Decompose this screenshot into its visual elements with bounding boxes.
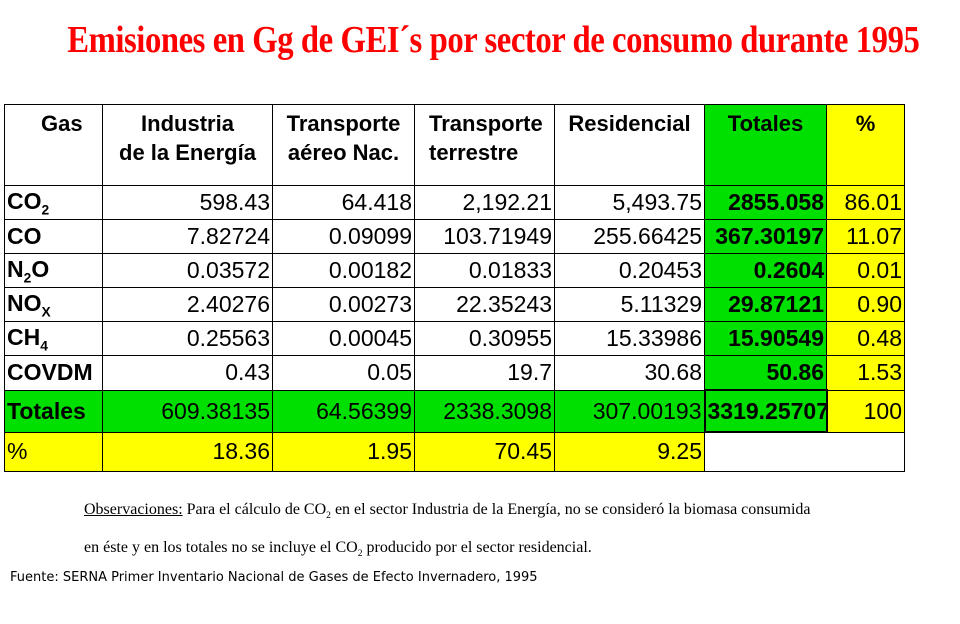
cell-industria: 2.40276 bbox=[102, 287, 273, 322]
header-row: Gas Industria de la Energía Transporte aér… bbox=[4, 104, 905, 186]
cell-terrestre: 2,192.21 bbox=[414, 185, 555, 220]
totals-row: Totales 609.38135 64.56399 2338.3098 307… bbox=[4, 389, 905, 433]
percent-row: % 18.36 1.95 70.45 9.25 bbox=[4, 431, 905, 472]
cell-total: 50.86 bbox=[704, 355, 827, 391]
total-pct: 100 bbox=[826, 389, 905, 433]
table-row: CO 7.82724 0.09099 103.71949 255.66425 3… bbox=[4, 219, 905, 254]
total-residencial: 307.00193 bbox=[554, 389, 705, 433]
note-line-1: Observaciones: Para el cálculo de CO2 en… bbox=[84, 501, 811, 522]
grand-total: 3319.25707 bbox=[703, 389, 828, 433]
cell-industria: 0.43 bbox=[102, 355, 273, 391]
cell-aereo: 0.09099 bbox=[272, 219, 415, 254]
cell-total: 2855.058 bbox=[704, 185, 827, 220]
pct-industria: 18.36 bbox=[102, 431, 273, 472]
header-terrestre: Transporte terrestre bbox=[414, 104, 555, 186]
cell-aereo: 0.05 bbox=[272, 355, 415, 391]
cell-total: 29.87121 bbox=[704, 287, 827, 322]
pct-aereo: 1.95 bbox=[272, 431, 415, 472]
cell-residencial: 5,493.75 bbox=[554, 185, 705, 220]
gas-label: CO bbox=[4, 219, 103, 254]
cell-terrestre: 0.30955 bbox=[414, 321, 555, 356]
header-residencial: Residencial bbox=[554, 104, 705, 186]
table-row: N2O 0.03572 0.00182 0.01833 0.20453 0.26… bbox=[4, 253, 905, 288]
cell-total: 367.30197 bbox=[704, 219, 827, 254]
header-totales: Totales bbox=[704, 104, 827, 186]
cell-industria: 0.03572 bbox=[102, 253, 273, 288]
cell-pct: 0.01 bbox=[826, 253, 905, 288]
cell-pct: 0.48 bbox=[826, 321, 905, 356]
cell-terrestre: 19.7 bbox=[414, 355, 555, 391]
cell-residencial: 15.33986 bbox=[554, 321, 705, 356]
empty-cell bbox=[704, 431, 905, 472]
cell-residencial: 5.11329 bbox=[554, 287, 705, 322]
cell-residencial: 255.66425 bbox=[554, 219, 705, 254]
cell-terrestre: 22.35243 bbox=[414, 287, 555, 322]
table-row: CH4 0.25563 0.00045 0.30955 15.33986 15.… bbox=[4, 321, 905, 356]
cell-industria: 598.43 bbox=[102, 185, 273, 220]
cell-residencial: 0.20453 bbox=[554, 253, 705, 288]
gas-label: COVDM bbox=[4, 355, 103, 391]
cell-terrestre: 103.71949 bbox=[414, 219, 555, 254]
cell-aereo: 0.00045 bbox=[272, 321, 415, 356]
header-industria: Industria de la Energía bbox=[102, 104, 273, 186]
cell-total: 0.2604 bbox=[704, 253, 827, 288]
pct-residencial: 9.25 bbox=[554, 431, 705, 472]
emissions-table: Gas Industria de la Energía Transporte aér… bbox=[4, 104, 905, 472]
source-note: Fuente: SERNA Primer Inventario Nacional… bbox=[10, 570, 538, 585]
gas-label: N2O bbox=[4, 253, 103, 288]
total-industria: 609.38135 bbox=[102, 389, 273, 433]
cell-aereo: 0.00182 bbox=[272, 253, 415, 288]
table-row: COVDM 0.43 0.05 19.7 30.68 50.86 1.53 bbox=[4, 355, 905, 391]
cell-aereo: 0.00273 bbox=[272, 287, 415, 322]
observations-label: Observaciones: bbox=[84, 501, 183, 518]
cell-pct: 0.90 bbox=[826, 287, 905, 322]
page-title: Emisiones en Gg de GEI´s por sector de c… bbox=[67, 19, 920, 61]
table-row: CO2 598.43 64.418 2,192.21 5,493.75 2855… bbox=[4, 185, 905, 220]
header-aereo: Transporte aéreo Nac. bbox=[272, 104, 415, 186]
header-pct: % bbox=[826, 104, 905, 186]
total-terrestre: 2338.3098 bbox=[414, 389, 555, 433]
totals-label: Totales bbox=[4, 389, 103, 433]
header-gas: Gas bbox=[4, 104, 103, 186]
gas-label: CO2 bbox=[4, 185, 103, 220]
cell-pct: 86.01 bbox=[826, 185, 905, 220]
table-row: NOX 2.40276 0.00273 22.35243 5.11329 29.… bbox=[4, 287, 905, 322]
cell-industria: 7.82724 bbox=[102, 219, 273, 254]
note-line-2: en éste y en los totales no se incluye e… bbox=[84, 539, 592, 560]
cell-pct: 11.07 bbox=[826, 219, 905, 254]
cell-total: 15.90549 bbox=[704, 321, 827, 356]
pct-terrestre: 70.45 bbox=[414, 431, 555, 472]
cell-residencial: 30.68 bbox=[554, 355, 705, 391]
percent-label: % bbox=[4, 431, 103, 472]
total-aereo: 64.56399 bbox=[272, 389, 415, 433]
cell-industria: 0.25563 bbox=[102, 321, 273, 356]
cell-terrestre: 0.01833 bbox=[414, 253, 555, 288]
gas-label: NOX bbox=[4, 287, 103, 322]
gas-label: CH4 bbox=[4, 321, 103, 356]
cell-pct: 1.53 bbox=[826, 355, 905, 391]
cell-aereo: 64.418 bbox=[272, 185, 415, 220]
observations-note: Observaciones: Para el cálculo de CO2 en… bbox=[84, 494, 914, 570]
